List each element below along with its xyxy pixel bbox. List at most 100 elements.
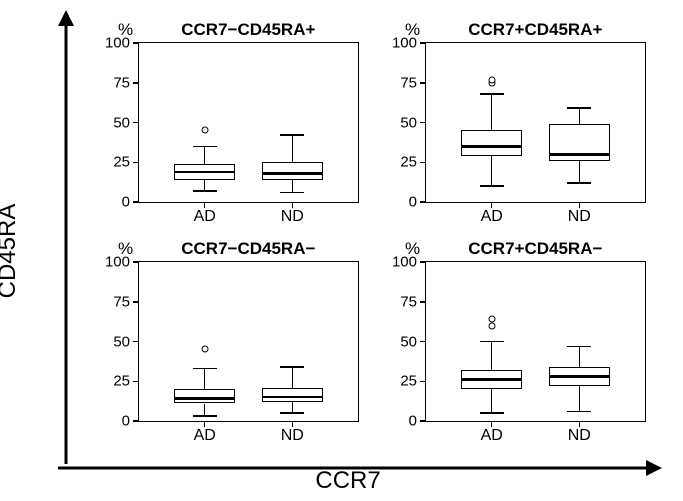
y-tick-label: 100 (392, 35, 417, 52)
whisker-cap (280, 366, 304, 368)
y-tick (133, 201, 139, 203)
y-tick (133, 341, 139, 343)
plot-area: 0255075100ADND (138, 42, 359, 203)
panel-title: CCR7+CD45RA− (468, 239, 602, 259)
y-tick-label: 25 (400, 373, 417, 390)
outlier (201, 127, 208, 134)
x-tick-label: ND (281, 208, 304, 226)
outlier (488, 316, 495, 323)
y-tick-label: 50 (400, 114, 417, 131)
boxplot-box (461, 130, 522, 155)
y-tick (133, 82, 139, 84)
y-tick (133, 42, 139, 44)
whisker-cap (280, 134, 304, 136)
whisker-cap (480, 412, 504, 414)
x-tick-label: ND (568, 427, 591, 445)
whisker-cap (567, 346, 591, 348)
x-tick-label: AD (194, 208, 216, 226)
whisker-cap (480, 341, 504, 343)
y-tick (133, 261, 139, 263)
whisker (204, 146, 206, 163)
y-tick-label: 100 (105, 35, 130, 52)
whisker (491, 94, 493, 131)
y-tick (133, 301, 139, 303)
panel: CCR7−CD45RA+%0255075100ADND (90, 20, 363, 231)
y-tick-label: 50 (400, 333, 417, 350)
boxplot-box (262, 162, 323, 179)
whisker-cap (567, 182, 591, 184)
whisker (292, 135, 294, 162)
whisker-cap (567, 411, 591, 413)
y-tick-label: 50 (113, 114, 130, 131)
boxplot-box (174, 389, 235, 403)
x-tick-label: AD (194, 427, 216, 445)
plot-area: 0255075100ADND (425, 261, 646, 422)
x-tick-label: AD (481, 427, 503, 445)
median-line (461, 145, 522, 148)
y-tick (420, 301, 426, 303)
panel: CCR7−CD45RA−%0255075100ADND (90, 239, 363, 450)
y-tick (420, 381, 426, 383)
y-tick-label: 75 (113, 293, 130, 310)
panel: CCR7+CD45RA+%0255075100ADND (377, 20, 650, 231)
whisker (292, 180, 294, 193)
whisker (491, 389, 493, 413)
y-tick (420, 122, 426, 124)
y-tick (133, 420, 139, 422)
whisker (579, 346, 581, 367)
figure: CD45RA CCR7 CCR7−CD45RA+%0255075100ADNDC… (0, 0, 683, 501)
y-tick-label: 100 (392, 254, 417, 271)
whisker-cap (193, 146, 217, 148)
plot-area: 0255075100ADND (138, 261, 359, 422)
whisker-cap (193, 190, 217, 192)
whisker-cap (480, 185, 504, 187)
whisker-cap (567, 107, 591, 109)
y-tick-label: 100 (105, 254, 130, 271)
y-axis-arrow (54, 8, 78, 468)
y-tick-label: 25 (400, 154, 417, 171)
median-line (549, 375, 610, 378)
y-tick (420, 82, 426, 84)
y-tick-label: 0 (122, 194, 130, 211)
whisker (579, 161, 581, 183)
median-line (262, 172, 323, 175)
y-tick (133, 122, 139, 124)
whisker-cap (480, 93, 504, 95)
x-tick-label: AD (481, 208, 503, 226)
whisker-cap (193, 415, 217, 417)
whisker (204, 369, 206, 390)
y-tick-label: 75 (400, 74, 417, 91)
y-tick-label: 25 (113, 373, 130, 390)
panel-title: CCR7−CD45RA+ (181, 20, 315, 40)
panel-title: CCR7−CD45RA− (181, 239, 315, 259)
y-tick (420, 341, 426, 343)
y-tick (133, 381, 139, 383)
y-tick (420, 420, 426, 422)
median-line (461, 378, 522, 381)
outlier (488, 76, 495, 83)
y-tick-label: 50 (113, 333, 130, 350)
whisker (579, 108, 581, 124)
x-tick-label: ND (568, 208, 591, 226)
whisker (292, 367, 294, 388)
median-line (174, 171, 235, 174)
y-axis-label: CD45RA (0, 203, 22, 298)
y-tick-label: 0 (122, 413, 130, 430)
y-tick-label: 0 (409, 194, 417, 211)
y-tick (420, 162, 426, 164)
whisker (491, 156, 493, 186)
panel: CCR7+CD45RA−%0255075100ADND (377, 239, 650, 450)
boxplot-box (262, 388, 323, 402)
panels-grid: CCR7−CD45RA+%0255075100ADNDCCR7+CD45RA+%… (90, 20, 650, 450)
median-line (174, 397, 235, 400)
outlier (201, 346, 208, 353)
outlier (488, 322, 495, 329)
panel-title: CCR7+CD45RA+ (468, 20, 602, 40)
median-line (262, 396, 323, 399)
y-tick-label: 75 (400, 293, 417, 310)
y-tick (420, 42, 426, 44)
whisker (204, 404, 206, 417)
x-tick-label: ND (281, 427, 304, 445)
whisker (579, 386, 581, 411)
y-tick (420, 261, 426, 263)
